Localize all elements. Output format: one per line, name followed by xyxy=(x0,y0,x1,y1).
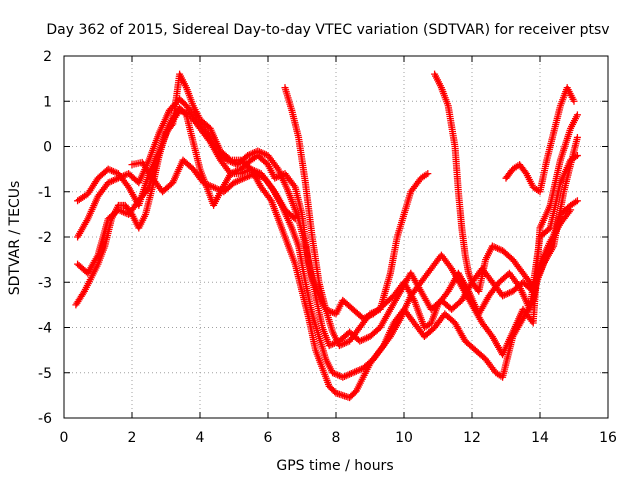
y-tick-label: 2 xyxy=(43,49,52,65)
data-point xyxy=(567,206,575,214)
chart-title: Day 362 of 2015, Sidereal Day-to-day VTE… xyxy=(46,22,609,38)
data-point xyxy=(573,133,581,141)
data-point xyxy=(573,111,581,119)
y-tick-label: -6 xyxy=(38,411,52,427)
y-tick-label: 1 xyxy=(43,94,52,110)
x-tick-label: 14 xyxy=(531,430,549,446)
x-axis-label: GPS time / hours xyxy=(276,458,393,474)
y-tick-label: -4 xyxy=(38,321,52,337)
x-tick-label: 8 xyxy=(332,430,341,446)
y-tick-label: -2 xyxy=(38,230,52,246)
x-tick-label: 6 xyxy=(264,430,273,446)
x-tick-label: 16 xyxy=(599,430,617,446)
y-tick-label: -1 xyxy=(38,185,52,201)
data-point xyxy=(291,215,299,223)
data-point xyxy=(168,121,176,129)
data-points xyxy=(72,70,581,402)
x-tick-label: 4 xyxy=(196,430,205,446)
data-point xyxy=(573,197,581,205)
y-tick-label: -3 xyxy=(38,275,52,291)
x-tick-label: 10 xyxy=(395,430,413,446)
y-axis-label: SDTVAR / TECUs xyxy=(7,181,23,296)
x-tick-label: 12 xyxy=(463,430,481,446)
data-point xyxy=(424,170,432,178)
x-tick-label: 0 xyxy=(60,430,69,446)
data-point xyxy=(573,152,581,160)
y-tick-label: -5 xyxy=(38,366,52,382)
data-point xyxy=(225,155,233,163)
grid xyxy=(64,56,608,418)
x-tick-label: 2 xyxy=(128,430,137,446)
data-point xyxy=(290,214,298,222)
data-point xyxy=(570,97,578,105)
y-tick-label: 0 xyxy=(43,140,52,156)
